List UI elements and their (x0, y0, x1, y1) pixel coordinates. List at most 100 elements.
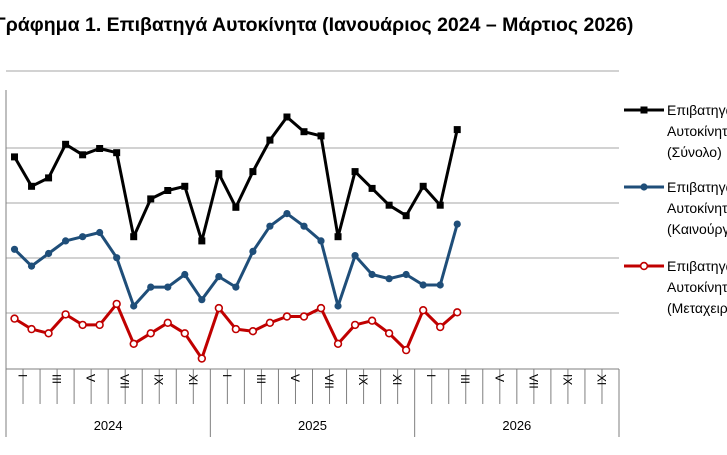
data-point (78, 320, 87, 330)
x-tick-label: IX (152, 374, 166, 385)
data-point (232, 203, 240, 211)
data-point (113, 254, 121, 262)
legend-label-line: (Καινούργια) (667, 221, 727, 237)
data-point (95, 320, 104, 330)
data-point (62, 140, 70, 148)
data-point (453, 126, 461, 134)
legend-label-line: Αυτοκίνητα (667, 123, 727, 139)
data-point (181, 182, 189, 190)
data-point (368, 184, 376, 192)
series-line-2 (13, 212, 459, 308)
x-tick-label: III (254, 374, 268, 384)
data-point (317, 237, 325, 245)
data-point (44, 249, 53, 258)
data-point (130, 233, 138, 241)
data-point (282, 312, 292, 321)
data-point (351, 168, 359, 176)
data-point (317, 132, 325, 140)
x-tick-label: I (220, 374, 234, 377)
data-point (146, 329, 155, 338)
data-point (333, 339, 343, 348)
x-tick-label: V (84, 374, 98, 382)
data-point (96, 228, 104, 237)
data-point (163, 318, 172, 327)
data-point (436, 281, 444, 289)
data-point (334, 233, 342, 241)
data-point (385, 275, 393, 283)
legend-label-line: Αυτοκίνητα (667, 200, 727, 216)
legend-label-line: Επιβατηγά (667, 102, 727, 118)
legend-label-line: Επιβατηγά (667, 179, 727, 195)
data-point (198, 237, 206, 245)
data-point (402, 212, 410, 220)
data-point (351, 252, 359, 260)
data-point (180, 329, 189, 338)
data-point (283, 113, 291, 121)
data-point (334, 302, 342, 310)
data-point (402, 270, 410, 279)
data-point (79, 233, 87, 241)
data-point (436, 322, 445, 332)
data-point (112, 299, 121, 309)
x-tick-label: I (424, 374, 438, 377)
data-point (44, 329, 53, 338)
data-point (130, 302, 138, 310)
x-year-label: 2025 (298, 418, 327, 433)
data-point (129, 339, 138, 348)
legend-marker-2 (640, 183, 648, 191)
data-point (266, 222, 274, 230)
data-point (79, 151, 87, 159)
legend-label-line: (Σύνολο) (667, 144, 722, 160)
data-point (300, 222, 308, 230)
data-point (316, 303, 326, 313)
x-year-label: 2026 (502, 418, 531, 433)
data-point (266, 136, 274, 144)
data-point (418, 306, 428, 315)
legend-label-line: (Μεταχειρισμένα) (667, 300, 727, 316)
series-line-1 (13, 115, 459, 243)
data-point (28, 182, 36, 190)
data-point (11, 153, 19, 161)
x-tick-label: V (492, 374, 506, 382)
data-point (198, 296, 206, 304)
data-point (147, 195, 155, 203)
x-tick-label: VII (322, 374, 336, 389)
data-point (164, 283, 172, 291)
x-tick-label: V (288, 374, 302, 382)
legend-marker-1 (640, 106, 648, 114)
data-point (215, 170, 223, 178)
data-point (401, 345, 411, 355)
data-point (45, 174, 53, 182)
x-tick-label: VII (118, 374, 132, 389)
x-tick-label: XI (594, 374, 608, 385)
data-point (181, 270, 189, 279)
data-point (113, 149, 121, 157)
data-point (197, 354, 207, 363)
data-point (283, 210, 291, 218)
data-point (299, 312, 309, 321)
data-point (385, 201, 393, 209)
data-point (367, 316, 377, 325)
data-point (215, 273, 223, 281)
data-point (453, 308, 462, 317)
data-point (147, 283, 155, 291)
data-point (61, 310, 70, 319)
data-point (61, 237, 70, 245)
x-year-label: 2024 (94, 418, 123, 433)
data-point (419, 182, 427, 190)
data-point (27, 262, 36, 270)
data-point (350, 320, 360, 330)
data-point (265, 318, 275, 327)
legend-label-line: Αυτοκίνητα (667, 279, 727, 295)
data-point (436, 201, 444, 209)
x-tick-label: I (16, 374, 30, 377)
x-tick-label: III (458, 374, 472, 384)
data-point (231, 324, 241, 334)
data-point (419, 281, 427, 289)
x-tick-label: IX (356, 374, 370, 385)
legend-marker-3 (639, 261, 649, 271)
data-point (232, 283, 240, 291)
chart-title: Γράφημα 1. Επιβατηγά Αυτοκίνητα (Ιανουάρ… (0, 14, 634, 36)
data-point (10, 314, 19, 323)
